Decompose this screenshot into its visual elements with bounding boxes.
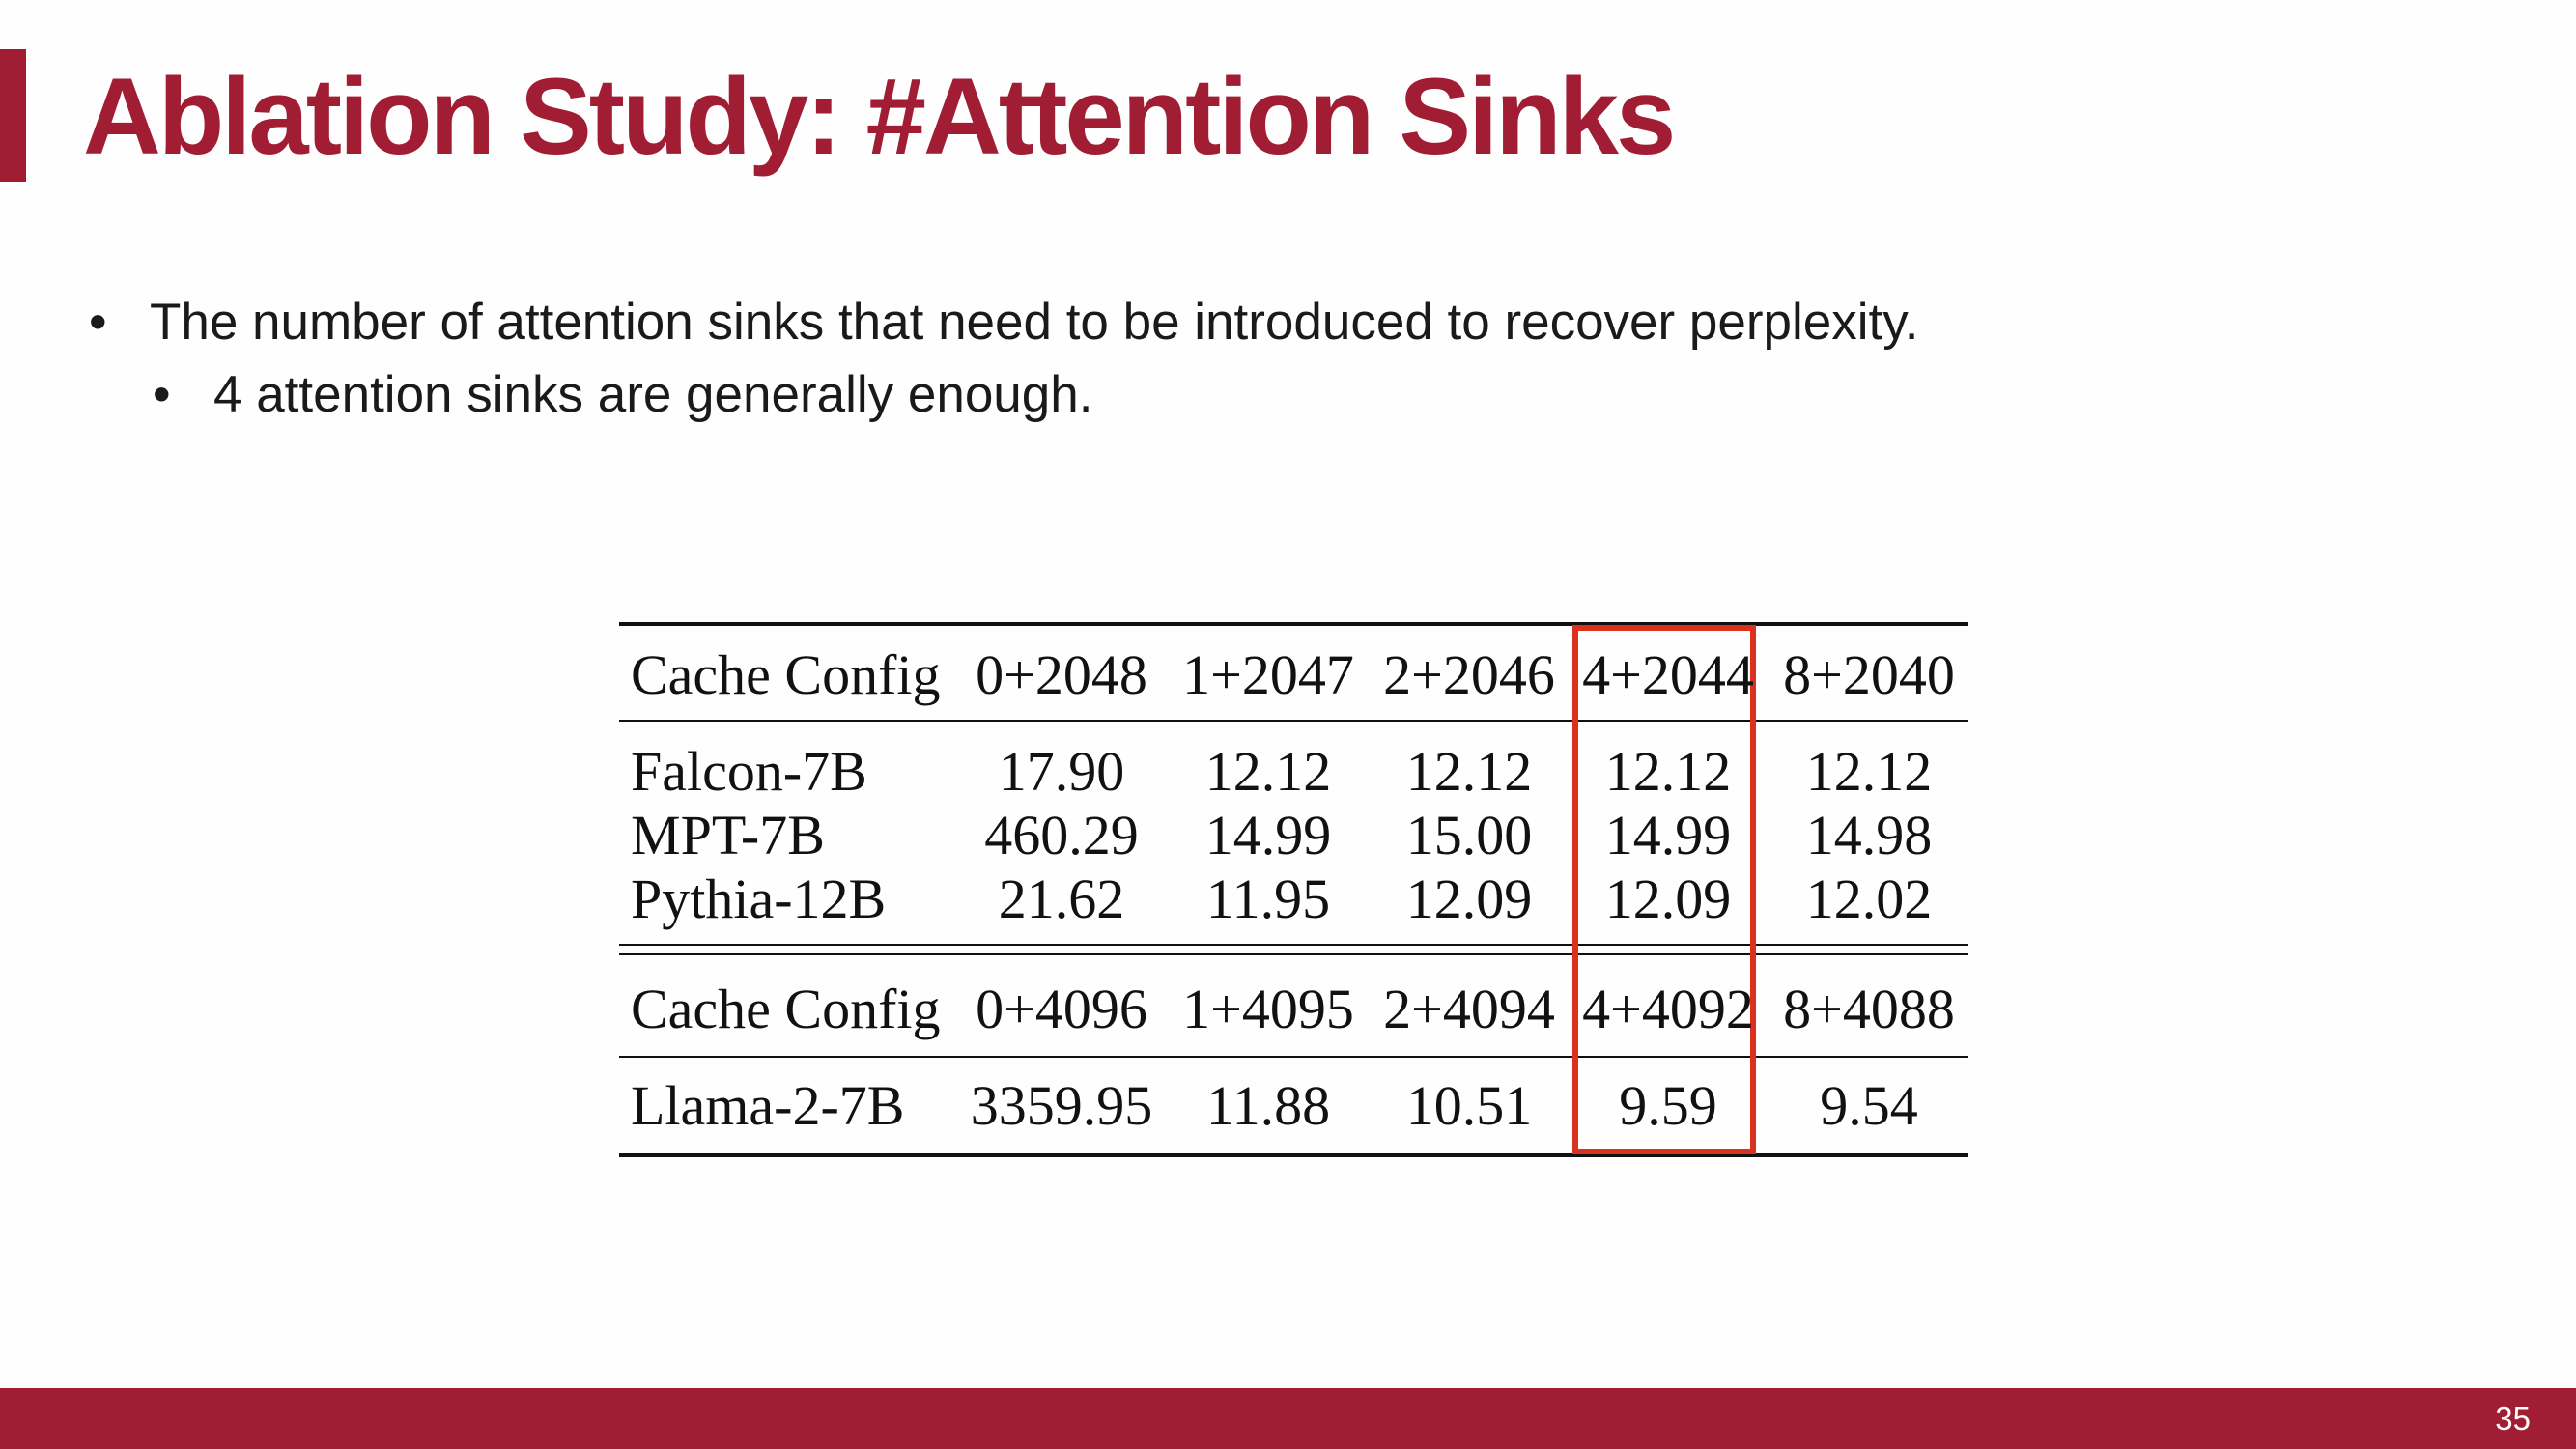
table-row-label: Pythia-12B: [631, 867, 887, 930]
table-cell: 12.12: [1604, 740, 1732, 803]
table-cell: 12.09: [1405, 867, 1533, 930]
table-header-cell: 0+4096: [976, 978, 1147, 1040]
table-header-cell: 0+2048: [976, 643, 1147, 706]
table-header-label: Cache Config: [631, 643, 941, 706]
bullet-glyph: •: [89, 294, 107, 351]
table-cell: 21.62: [998, 867, 1125, 930]
bullet-text-1: The number of attention sinks that need …: [150, 294, 1919, 351]
footer-bar: 35: [0, 1388, 2576, 1449]
table-cell: 11.95: [1205, 867, 1331, 930]
table-header-cell: 2+4094: [1383, 978, 1555, 1040]
table-cell: 12.12: [1805, 740, 1933, 803]
table-cell: 460.29: [984, 804, 1139, 867]
table-cell: 9.54: [1820, 1074, 1918, 1137]
table-header-cell: 8+2040: [1783, 643, 1955, 706]
table-top-rule: [619, 622, 1968, 626]
results-table: Cache Config 0+2048 1+2047 2+2046 4+2044 8+20…: [619, 622, 1968, 1157]
table-header-rule: [619, 720, 1968, 722]
table-cell: 12.12: [1204, 740, 1332, 803]
table-cell: 11.88: [1205, 1074, 1331, 1137]
slide-title: Ablation Study: #Attention Sinks: [83, 56, 1676, 177]
table-row-label: Llama-2-7B: [631, 1074, 905, 1137]
table-cell: 12.12: [1405, 740, 1533, 803]
table-header-cell: 1+4095: [1182, 978, 1354, 1040]
table-cell: 12.09: [1604, 867, 1732, 930]
table-header-cell: 1+2047: [1182, 643, 1354, 706]
highlight-box: [1572, 625, 1756, 1154]
table-header-label: Cache Config: [631, 978, 941, 1040]
bullet-text-2: 4 attention sinks are generally enough.: [213, 366, 1093, 423]
table-cell: 3359.95: [970, 1074, 1153, 1137]
table-cell: 14.99: [1604, 804, 1732, 867]
table-double-rule-top: [619, 944, 1968, 946]
table-cell: 12.02: [1805, 867, 1933, 930]
table-cell: 17.90: [998, 740, 1125, 803]
table-double-rule-bottom: [619, 953, 1968, 955]
title-accent-bar: [0, 49, 26, 182]
table-header-cell: 2+2046: [1383, 643, 1555, 706]
table-header-cell: 4+4092: [1582, 978, 1754, 1040]
table-header2-rule: [619, 1056, 1968, 1058]
table-cell: 9.59: [1619, 1074, 1717, 1137]
table-row-label: MPT-7B: [631, 804, 825, 867]
page-number: 35: [2495, 1401, 2531, 1436]
table-cell: 15.00: [1405, 804, 1533, 867]
table-cell: 14.99: [1204, 804, 1332, 867]
table-cell: 10.51: [1405, 1074, 1533, 1137]
table-cell: 14.98: [1805, 804, 1933, 867]
table-header-cell: 4+2044: [1582, 643, 1754, 706]
table-row-label: Falcon-7B: [631, 740, 867, 803]
table-bottom-rule: [619, 1153, 1968, 1157]
bullet-glyph: •: [153, 366, 171, 423]
table-header-cell: 8+4088: [1783, 978, 1955, 1040]
